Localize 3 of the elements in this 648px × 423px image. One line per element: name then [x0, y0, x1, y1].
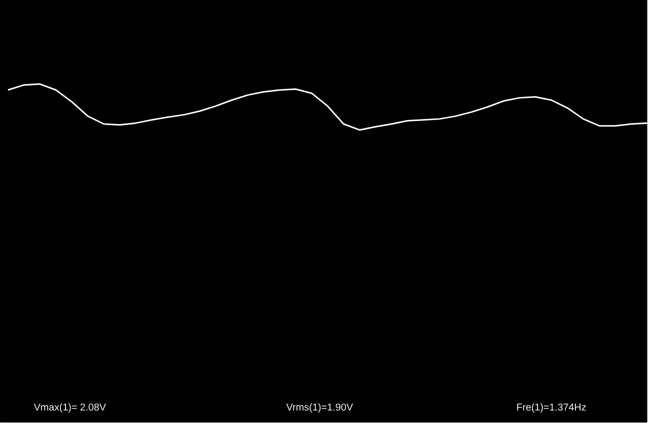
text: Fre(1)=1.374Hz: [517, 404, 586, 413]
text: Vmax(1)= 2.08V: [34, 404, 106, 413]
text: Vrms(1)=1.90V: [286, 404, 354, 413]
